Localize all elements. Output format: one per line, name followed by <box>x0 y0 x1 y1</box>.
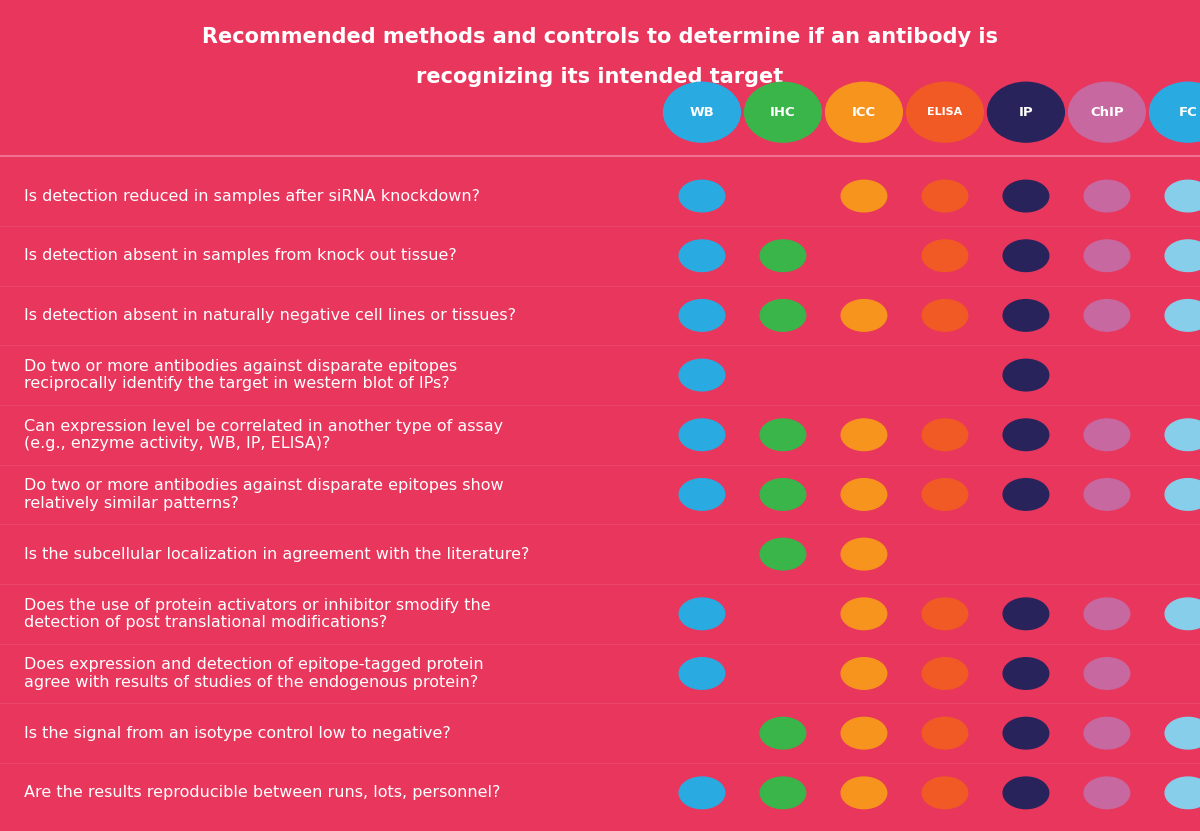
Circle shape <box>1084 657 1129 689</box>
Circle shape <box>760 777 805 809</box>
Ellipse shape <box>1150 82 1200 142</box>
Circle shape <box>1003 180 1049 212</box>
Text: Does expression and detection of epitope-tagged protein
agree with results of st: Does expression and detection of epitope… <box>24 657 484 690</box>
Text: recognizing its intended target: recognizing its intended target <box>416 67 784 87</box>
Text: Does the use of protein activators or inhibitor smodify the
detection of post tr: Does the use of protein activators or in… <box>24 597 491 630</box>
Circle shape <box>1003 300 1049 332</box>
Text: ChIP: ChIP <box>1090 106 1123 119</box>
Circle shape <box>841 717 887 749</box>
Circle shape <box>922 657 967 689</box>
Circle shape <box>922 240 967 272</box>
Circle shape <box>1084 479 1129 510</box>
Circle shape <box>922 479 967 510</box>
Circle shape <box>679 598 725 630</box>
Circle shape <box>1084 777 1129 809</box>
Circle shape <box>760 240 805 272</box>
Circle shape <box>679 479 725 510</box>
Ellipse shape <box>664 82 740 142</box>
Circle shape <box>1084 240 1129 272</box>
Circle shape <box>679 180 725 212</box>
Circle shape <box>760 419 805 450</box>
Ellipse shape <box>826 82 902 142</box>
Circle shape <box>841 479 887 510</box>
Text: ELISA: ELISA <box>928 107 962 117</box>
Circle shape <box>1003 419 1049 450</box>
Circle shape <box>841 598 887 630</box>
Text: Is detection absent in samples from knock out tissue?: Is detection absent in samples from knoc… <box>24 248 457 263</box>
Circle shape <box>1003 598 1049 630</box>
Circle shape <box>679 419 725 450</box>
Circle shape <box>1165 240 1200 272</box>
Circle shape <box>1165 717 1200 749</box>
Text: Is detection reduced in samples after siRNA knockdown?: Is detection reduced in samples after si… <box>24 189 480 204</box>
Text: IHC: IHC <box>770 106 796 119</box>
Circle shape <box>841 777 887 809</box>
Text: Do two or more antibodies against disparate epitopes
reciprocally identify the t: Do two or more antibodies against dispar… <box>24 359 457 391</box>
Circle shape <box>1084 598 1129 630</box>
Circle shape <box>922 300 967 332</box>
Circle shape <box>841 419 887 450</box>
Circle shape <box>679 240 725 272</box>
Circle shape <box>922 180 967 212</box>
Circle shape <box>1165 300 1200 332</box>
Ellipse shape <box>988 82 1064 142</box>
Circle shape <box>1003 359 1049 391</box>
Circle shape <box>1165 479 1200 510</box>
Text: FC: FC <box>1178 106 1198 119</box>
Circle shape <box>1084 180 1129 212</box>
Circle shape <box>1084 300 1129 332</box>
Circle shape <box>679 359 725 391</box>
Circle shape <box>841 538 887 570</box>
Text: Recommended methods and controls to determine if an antibody is: Recommended methods and controls to dete… <box>202 27 998 47</box>
Circle shape <box>1165 180 1200 212</box>
Circle shape <box>1165 777 1200 809</box>
Text: ICC: ICC <box>852 106 876 119</box>
Circle shape <box>922 717 967 749</box>
Text: Do two or more antibodies against disparate epitopes show
relatively similar pat: Do two or more antibodies against dispar… <box>24 479 504 510</box>
Circle shape <box>679 657 725 689</box>
Circle shape <box>841 300 887 332</box>
Text: WB: WB <box>690 106 714 119</box>
Text: IP: IP <box>1019 106 1033 119</box>
Circle shape <box>760 538 805 570</box>
Circle shape <box>1084 717 1129 749</box>
Circle shape <box>1003 240 1049 272</box>
Text: Are the results reproducible between runs, lots, personnel?: Are the results reproducible between run… <box>24 785 500 800</box>
Text: Can expression level be correlated in another type of assay
(e.g., enzyme activi: Can expression level be correlated in an… <box>24 419 503 451</box>
Circle shape <box>679 777 725 809</box>
Ellipse shape <box>906 82 983 142</box>
Circle shape <box>1003 657 1049 689</box>
Circle shape <box>841 657 887 689</box>
Circle shape <box>1003 479 1049 510</box>
Circle shape <box>1003 717 1049 749</box>
Text: Is detection absent in naturally negative cell lines or tissues?: Is detection absent in naturally negativ… <box>24 308 516 323</box>
Circle shape <box>1165 598 1200 630</box>
Circle shape <box>922 777 967 809</box>
Circle shape <box>1165 419 1200 450</box>
Circle shape <box>760 479 805 510</box>
Text: Is the signal from an isotype control low to negative?: Is the signal from an isotype control lo… <box>24 725 451 740</box>
Circle shape <box>1084 419 1129 450</box>
Circle shape <box>922 598 967 630</box>
Circle shape <box>1003 777 1049 809</box>
Circle shape <box>679 300 725 332</box>
Ellipse shape <box>744 82 821 142</box>
Circle shape <box>760 300 805 332</box>
Ellipse shape <box>1068 82 1145 142</box>
Circle shape <box>841 180 887 212</box>
Circle shape <box>760 717 805 749</box>
Text: Is the subcellular localization in agreement with the literature?: Is the subcellular localization in agree… <box>24 547 529 562</box>
Circle shape <box>922 419 967 450</box>
